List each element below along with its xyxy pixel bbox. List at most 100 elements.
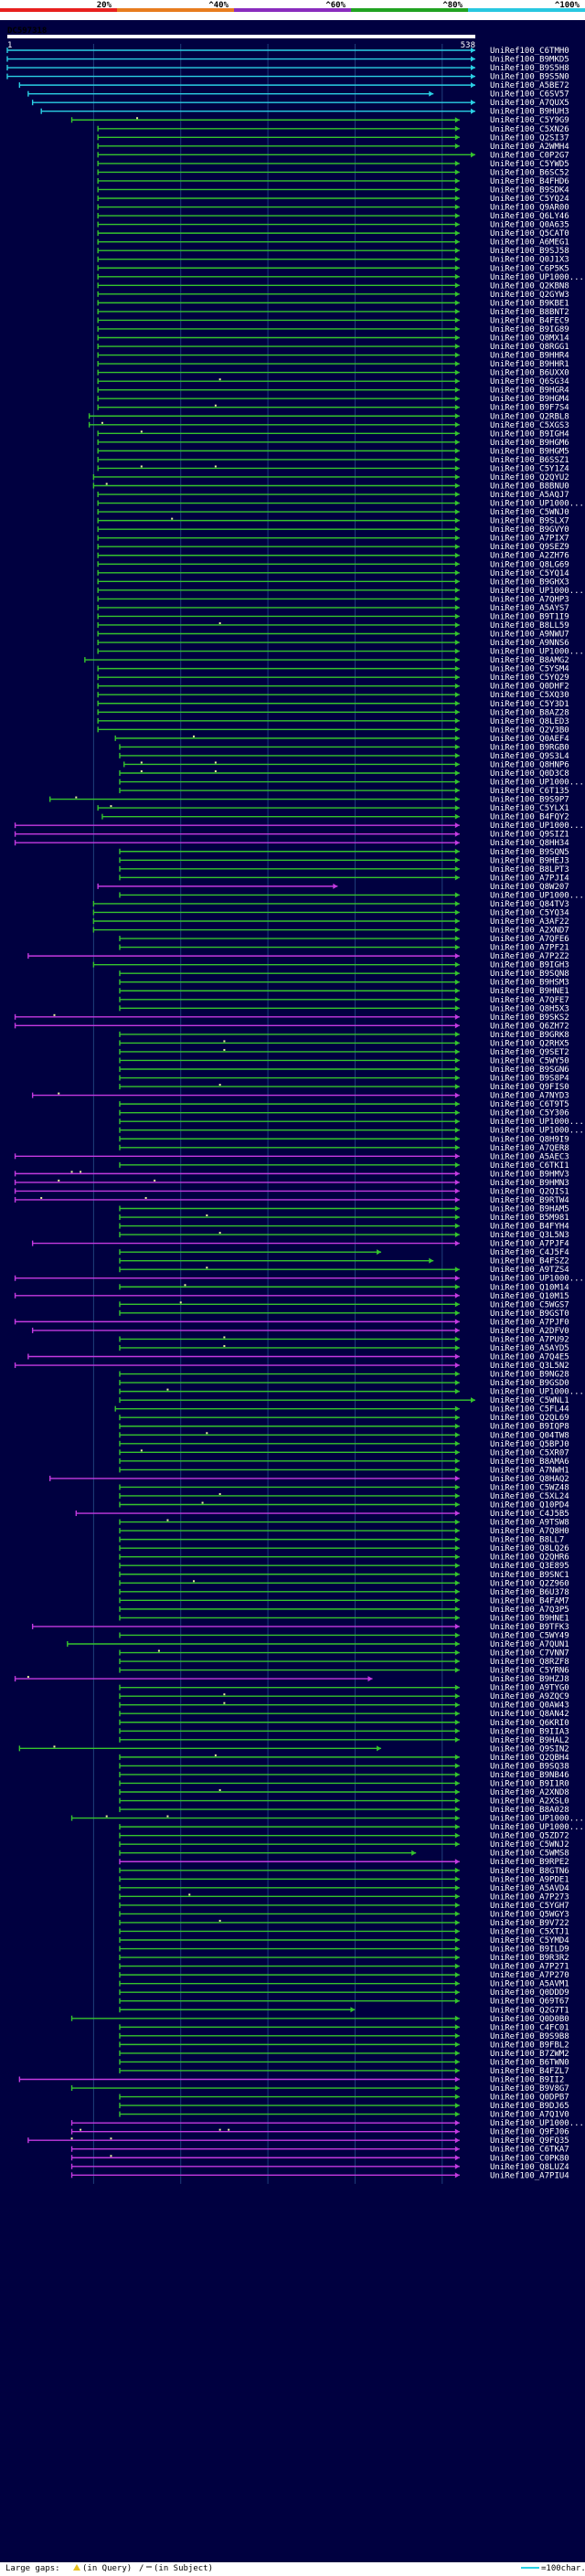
hit-label: UniRef100_B9HSM3 <box>490 979 569 988</box>
hit-label: UniRef100_B9HNE1 <box>490 987 569 996</box>
hit-label: UniRef100_Q8HNP6 <box>490 760 569 769</box>
hit-label: UniRef100_B9RGB0 <box>490 743 569 752</box>
hit-label: UniRef100_Q3L5N2 <box>490 1362 569 1371</box>
hit-end-arrow <box>454 552 460 558</box>
hit-end-arrow <box>454 1571 460 1577</box>
hit-row: UniRef100_B9HEJ3 <box>119 856 569 865</box>
hit-end-arrow <box>454 1563 460 1569</box>
hit-label: UniRef100_B9HEJ3 <box>490 856 569 865</box>
hit-row: UniRef100_A9ZQC9 <box>119 1692 569 1701</box>
hit-label: UniRef100_B4FHD6 <box>490 177 569 186</box>
hit-label: UniRef100_UP1000... <box>490 500 584 509</box>
hit-label: UniRef100_C5YSM4 <box>490 665 569 674</box>
hit-end-arrow <box>471 56 475 62</box>
hit-label: UniRef100_C5YLX1 <box>490 804 569 813</box>
hit-row: UniRef100_B9SNC1 <box>119 1571 569 1580</box>
hit-row: UniRef100_A7QUX5 <box>31 99 569 108</box>
hit-end-arrow <box>454 596 460 602</box>
hit-row: UniRef100_A7P271 <box>119 1963 569 1972</box>
hit-row: UniRef100_A9NNS6 <box>97 639 569 648</box>
hit-label: UniRef100_B8AMG2 <box>490 656 569 665</box>
hit-end-arrow <box>454 1911 460 1917</box>
hit-label: UniRef100_Q2G7T1 <box>490 2006 569 2015</box>
hit-end-arrow <box>454 665 460 672</box>
hit-label: UniRef100_Q04TW8 <box>490 1431 569 1440</box>
legend-in-query: (in Query) <box>82 2564 132 2573</box>
hit-end-arrow <box>454 2146 460 2152</box>
hit-row: UniRef100_C5XTJ1 <box>119 1927 569 1936</box>
hit-label: UniRef100_C5YQ34 <box>490 908 569 917</box>
hit-label: UniRef100_UP1000... <box>490 891 584 900</box>
hit-end-arrow <box>454 2085 460 2092</box>
hit-label: UniRef100_B9V722 <box>490 1919 569 1928</box>
hit-end-arrow <box>454 273 460 280</box>
hit-row: UniRef100_B8LL7 <box>119 1536 564 1545</box>
hit-row: UniRef100_Q8MX14 <box>97 334 569 343</box>
hit-label: UniRef100_A2WMH4 <box>490 143 569 152</box>
hit-label: UniRef100_B8LL59 <box>490 621 569 631</box>
hit-row: UniRef100_A5AVM1 <box>119 1980 569 1989</box>
hit-row: UniRef100_B5M981 <box>119 1214 569 1223</box>
hit-end-arrow <box>454 160 460 166</box>
hit-end-arrow <box>454 1118 460 1125</box>
hit-row: UniRef100_Q9SIN2 <box>18 1744 569 1754</box>
hit-end-arrow <box>454 1484 460 1490</box>
scale-label: ^60% <box>325 1 346 10</box>
hit-end-arrow <box>454 1893 460 1900</box>
hit-row: UniRef100_C5WY49 <box>119 1631 569 1640</box>
hit-gap-marker <box>144 1196 147 1199</box>
hit-label: UniRef100_Q8LG69 <box>490 560 569 569</box>
hit-gap-marker <box>166 1815 169 1818</box>
hit-row: UniRef100_B9HAL2 <box>119 1736 569 1745</box>
hit-label: UniRef100_A5AYS7 <box>490 604 569 613</box>
hit-label: UniRef100_Q3E895 <box>490 1562 569 1571</box>
hit-label: UniRef100_B9II2 <box>490 2075 564 2084</box>
hit-gap-marker <box>58 1092 60 1095</box>
hit-end-arrow <box>454 396 460 402</box>
hit-label: UniRef100_UP1000... <box>490 273 584 282</box>
hit-label: UniRef100_A7PJF4 <box>490 1240 569 1249</box>
hit-end-arrow <box>454 413 460 419</box>
hit-label: UniRef100_C5XGS3 <box>490 421 569 430</box>
hit-label: UniRef100_B8A028 <box>490 1806 569 1815</box>
hit-gap-marker <box>214 769 217 772</box>
hit-row: UniRef100_B4FEC9 <box>97 316 569 325</box>
hit-label: UniRef100_A9TYG0 <box>490 1684 569 1693</box>
hit-label: UniRef100_UP1000... <box>490 1815 584 1824</box>
hit-end-arrow <box>454 500 460 506</box>
hit-label: UniRef100_C4J5B5 <box>490 1510 569 1519</box>
hit-label: UniRef100_Q9AR00 <box>490 204 569 213</box>
hit-row: UniRef100_UP1000... <box>119 1388 584 1397</box>
hit-row: UniRef100_B9SQ38 <box>119 1762 569 1771</box>
hit-label: UniRef100_B9GRK8 <box>490 1031 569 1040</box>
hit-row: UniRef100_C5Y1Z4 <box>97 464 569 473</box>
hit-label: UniRef100_UP1000... <box>490 1275 584 1284</box>
hit-end-arrow <box>454 1475 460 1481</box>
hit-row: UniRef100_B6SSZ1 <box>97 456 569 465</box>
hit-row: UniRef100_Q2RHX5 <box>119 1039 569 1048</box>
hit-row: UniRef100_B9S9P7 <box>49 796 569 805</box>
hit-row: UniRef100_B9SKS2 <box>14 1013 569 1023</box>
hit-label: UniRef100_Q9FIS0 <box>490 1083 569 1092</box>
hit-label: UniRef100_B6U378 <box>490 1588 569 1597</box>
hit-end-arrow <box>454 1467 460 1473</box>
hit-end-arrow <box>454 2120 460 2126</box>
hit-end-arrow <box>454 918 460 924</box>
hit-end-arrow <box>454 1955 460 1961</box>
hit-label: UniRef100_B9HGM5 <box>490 447 569 456</box>
hit-row: UniRef100_B4FSZ2 <box>119 1257 569 1267</box>
hit-end-arrow <box>454 1780 460 1786</box>
hit-end-arrow <box>454 404 460 410</box>
scale-segment <box>468 8 585 12</box>
hit-label: UniRef100_C6T135 <box>490 787 569 796</box>
hit-end-arrow <box>454 1963 460 1969</box>
hit-end-arrow <box>454 439 460 445</box>
hit-end-arrow <box>454 1606 460 1612</box>
hit-end-arrow <box>454 1807 460 1813</box>
hit-end-arrow <box>454 2076 460 2083</box>
hit-gap-marker <box>154 1179 156 1182</box>
hit-gap-marker <box>70 2137 73 2140</box>
hit-end-arrow <box>454 1205 460 1212</box>
hit-label: UniRef100_B9SNC1 <box>490 1571 569 1580</box>
hit-label: UniRef100_Q8LUZ4 <box>490 2163 569 2172</box>
